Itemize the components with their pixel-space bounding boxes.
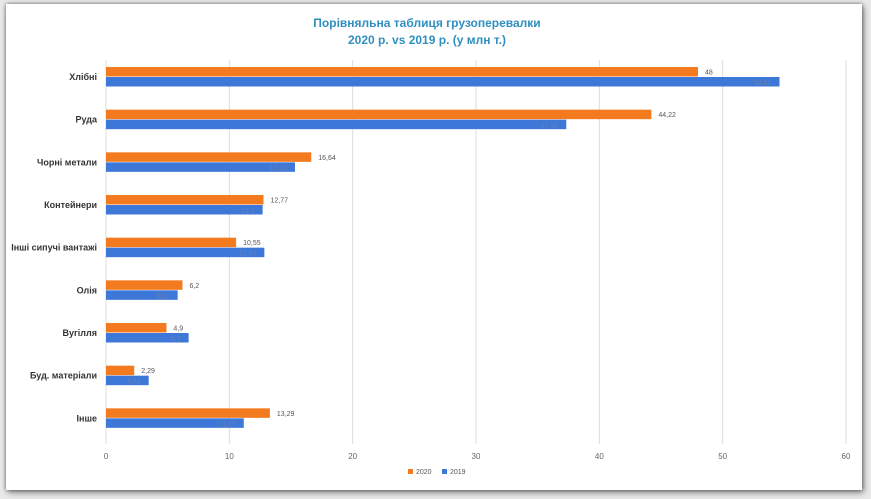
x-tick-label: 0 <box>104 452 109 461</box>
x-tick-label: 30 <box>472 452 481 461</box>
category-label: Олія <box>77 285 97 295</box>
category-label: Руда <box>75 115 97 125</box>
category-labels: Хлібні Руда Чорні метали Контейнери Інші сип… <box>11 72 98 423</box>
data-label-2019: 54,61 <box>754 80 772 87</box>
category-label: Контейнери <box>44 200 97 210</box>
category-label: Інше <box>77 413 97 423</box>
bar-2019 <box>106 119 567 130</box>
bar-2020 <box>106 237 237 248</box>
data-label-2020: 44,22 <box>658 112 676 119</box>
legend-swatch-2020 <box>408 469 413 474</box>
legend-label-2020: 2020 <box>416 469 432 476</box>
category-label: Вугілля <box>63 328 97 338</box>
x-tick-label: 40 <box>595 452 604 461</box>
bar-2019 <box>106 205 263 215</box>
bar-2020 <box>106 365 135 376</box>
data-label-2020: 48 <box>705 70 713 77</box>
bar-2020 <box>106 109 652 120</box>
data-label-2020: 4,9 <box>173 326 183 333</box>
legend-label-2019: 2019 <box>450 469 466 476</box>
x-tick-label: 60 <box>842 452 851 461</box>
category-label: Чорні метали <box>37 157 97 167</box>
bar-2019 <box>106 418 244 428</box>
bar-2019 <box>106 247 265 258</box>
data-label-2019: 37,32 <box>541 123 559 130</box>
data-label-2019: 3,46 <box>127 379 141 386</box>
data-label-2019: 6,7 <box>171 336 181 343</box>
data-label-2020: 13,29 <box>277 411 295 418</box>
data-label-2020: 10,55 <box>243 240 261 247</box>
bar-2020 <box>106 67 698 77</box>
category-label: Хлібні <box>69 72 97 82</box>
category-label: Інші сипучі вантажі <box>11 243 97 253</box>
data-label-2019: 5,81 <box>156 293 170 300</box>
bar-2020 <box>106 195 264 205</box>
bar-2020 <box>106 280 183 290</box>
x-tick-label: 20 <box>348 452 357 461</box>
x-tick-label: 50 <box>718 452 727 461</box>
data-label-2020: 2,29 <box>141 368 155 375</box>
bars: 48 54,61 44,22 37,32 16,64 15,32 12,77 12,7 10,5… <box>106 67 780 428</box>
bar-2020 <box>106 152 312 162</box>
bar-2019 <box>106 77 780 87</box>
chart-subtitle: 2020 р. vs 2019 р. (у млн т.) <box>348 33 506 47</box>
data-label-2019: 11,17 <box>219 421 236 428</box>
bar-2019 <box>106 290 178 300</box>
data-label-2019: 15,32 <box>269 165 287 172</box>
data-label-2020: 16,64 <box>318 155 336 162</box>
x-axis-ticks: 0 10 20 30 40 50 60 <box>104 452 851 461</box>
bar-2019 <box>106 333 189 343</box>
bar-chart: Порівняльна таблиця грузоперевалки 2020 … <box>11 16 851 476</box>
bar-2019 <box>106 375 149 386</box>
data-label-2020: 6,2 <box>189 283 199 290</box>
chart-title: Порівняльна таблиця грузоперевалки <box>313 16 540 30</box>
legend: 2020 2019 <box>408 469 466 476</box>
bar-2020 <box>106 408 270 418</box>
chart-frame: Порівняльна таблиця грузоперевалки 2020 … <box>6 4 862 490</box>
bar-2020 <box>106 323 167 333</box>
category-label: Буд. матеріали <box>30 371 97 381</box>
bar-2019 <box>106 162 295 172</box>
data-label-2019: 12,7 <box>241 208 255 215</box>
data-label-2019: 12,84 <box>239 251 257 258</box>
legend-swatch-2019 <box>442 469 447 474</box>
data-label-2020: 12,77 <box>270 198 288 205</box>
x-tick-label: 10 <box>225 452 234 461</box>
